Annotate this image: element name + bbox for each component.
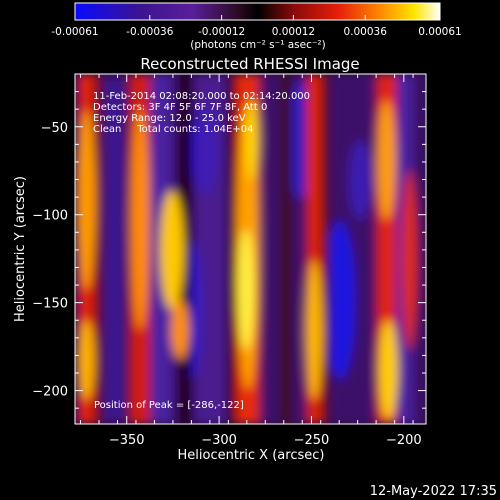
colorbar-gradient [74,2,441,21]
annotation-block: 11-Feb-2014 02:08:20.000 to 02:14:20.000… [93,91,310,135]
annotation-detectors: Detectors: 3F 4F 5F 6F 7F 8F, Att 0 [93,102,267,113]
x-axis: −350 −300 −250 −200 [80,74,422,448]
colorbar-tick-label: -0.00012 [198,26,245,38]
x-tick-label: −300 [201,433,237,448]
y-tick-label: −150 [32,297,68,312]
y-tick-label: −50 [41,121,68,136]
annotation-energy-range: Energy Range: 12.0 - 25.0 keV [93,113,246,124]
colorbar-units-label: (photons cm⁻² s⁻¹ asec⁻²) [190,39,325,51]
peak-position-label: Position of Peak = [-286,-122] [94,400,244,411]
colorbar-ticks [74,15,441,20]
colorbar-tick-label: 0.00012 [272,26,315,38]
chart-title: Reconstructed RHESSI Image [140,55,359,73]
x-tick-label: −200 [386,433,422,448]
plot-frame [74,73,427,425]
y-tick-label: −100 [32,209,68,224]
y-axis-label: Heliocentric Y (arcsec) [13,176,28,322]
footer-timestamp: 12-May-2022 17:35 [370,484,497,499]
colorbar-tick-label: 0.00061 [418,26,461,38]
y-tick-label: −200 [32,385,68,400]
annotation-clean-counts: Clean Total counts: 1.04E+04 [93,124,253,135]
annotation-time-range: 11-Feb-2014 02:08:20.000 to 02:14:20.000 [93,91,310,102]
heatmap-image [75,74,426,424]
colorbar: -0.00061 -0.00036 -0.00012 0.00012 0.00036 0.… [51,2,462,51]
y-axis: −50 −100 −150 −200 [32,91,426,409]
x-axis-label: Heliocentric X (arcsec) [178,448,325,463]
colorbar-tick-labels: -0.00061 -0.00036 -0.00012 0.00012 0.00036 0.… [51,26,461,38]
colorbar-tick-label: 0.00036 [343,26,387,38]
colorbar-tick-label: -0.00036 [126,26,174,38]
x-tick-label: −250 [294,433,330,448]
colorbar-tick-label: -0.00061 [51,26,98,38]
heatmap-bands [75,74,426,424]
x-tick-label: −350 [109,433,145,448]
